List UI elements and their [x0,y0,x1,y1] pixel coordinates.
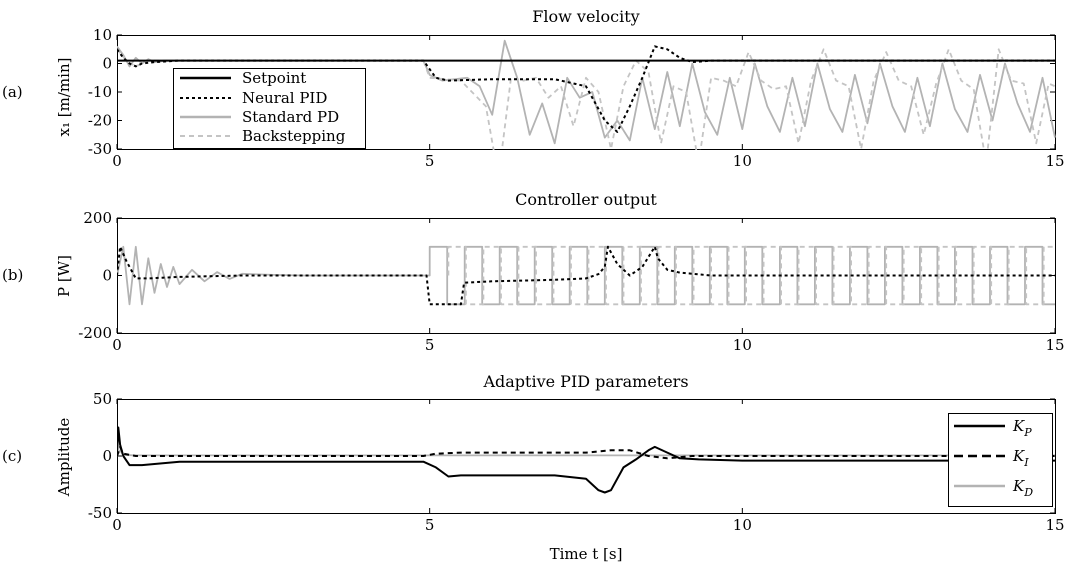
series-line-kp [117,426,1055,494]
x-tick-label: 15 [1045,152,1064,170]
panel-a-series [117,39,1056,150]
legend-kd-sub: D [1023,486,1033,499]
panel-c: Adaptive PID parameters (c) Amplitude 0 5… [2,372,1065,563]
panel-a: Flow velocity (a) x₁ [m/min] 0 5 10 15 10 0 -1… [2,7,1065,170]
panel-b-series [117,245,1055,306]
x-tick-label: 15 [1045,516,1064,534]
y-tick-label: -50 [88,504,112,522]
y-tick-label: -20 [88,112,112,130]
panel-a-ticks: 0 5 10 15 10 0 -10 -20 -30 [88,26,1065,170]
legend-neural-pid: Neural PID [242,89,327,107]
x-tick-label: 10 [733,516,752,534]
panel-c-legend-box [948,413,1053,507]
legend-standard-pd: Standard PD [242,108,339,126]
legend-ki: KI [1012,447,1029,469]
legend-ki-sub: I [1023,456,1029,469]
panel-c-ylabel: Amplitude [55,418,73,498]
legend-setpoint: Setpoint [242,69,306,87]
series-line-ki [117,445,1055,460]
panel-c-label: (c) [2,447,22,465]
x-tick-label: 5 [425,152,435,170]
legend-kd-name: K [1012,477,1025,495]
legend-kd: KD [1012,477,1033,499]
series-line-backstepping [447,245,1055,306]
panel-b: Controller output (b) P [W] 0 5 10 152000-2… [2,190,1065,354]
series-line-backstepping [117,48,1056,150]
x-axis-label: Time t [s] [550,545,623,563]
x-tick-label: 0 [112,152,122,170]
x-tick-label: 5 [425,516,435,534]
panel-c-series [117,426,1055,494]
y-tick-label: -30 [88,140,112,158]
panel-b-ylabel: P [W] [55,255,73,297]
y-tick-label: -10 [88,83,112,101]
y-tick-label: 0 [102,267,112,285]
y-tick-label: 0 [102,447,112,465]
panel-b-title: Controller output [515,190,657,209]
x-tick-label: 0 [112,336,122,354]
series-line-neural-pid [117,245,1055,306]
x-tick-label: 15 [1045,336,1064,354]
legend-backstepping: Backstepping [242,127,346,145]
panel-a-ylabel: x₁ [m/min] [55,58,73,137]
series-line-standard-pd [117,245,1055,306]
legend-kp: KP [1012,417,1032,439]
y-tick-label: -200 [78,324,112,342]
legend-ki-name: K [1012,447,1025,465]
panel-a-legend-box [173,68,366,149]
y-tick-label: 50 [93,390,112,408]
y-tick-label: 10 [93,26,112,44]
panel-a-legend: Setpoint Neural PID Standard PD Backstep… [173,68,366,149]
panel-a-label: (a) [2,83,23,101]
y-tick-label: 200 [83,209,112,227]
x-tick-label: 10 [733,336,752,354]
y-tick-label: 0 [102,55,112,73]
panel-c-legend: KP KI KD [948,413,1053,507]
series-line-neural-pid [117,45,1055,133]
legend-kp-sub: P [1023,426,1032,439]
panel-c-title: Adaptive PID parameters [482,372,688,391]
x-tick-label: 10 [733,152,752,170]
panel-b-label: (b) [2,266,23,284]
x-tick-label: 0 [112,516,122,534]
legend-kp-name: K [1012,417,1025,435]
x-tick-label: 5 [425,336,435,354]
panel-a-title: Flow velocity [532,7,639,26]
